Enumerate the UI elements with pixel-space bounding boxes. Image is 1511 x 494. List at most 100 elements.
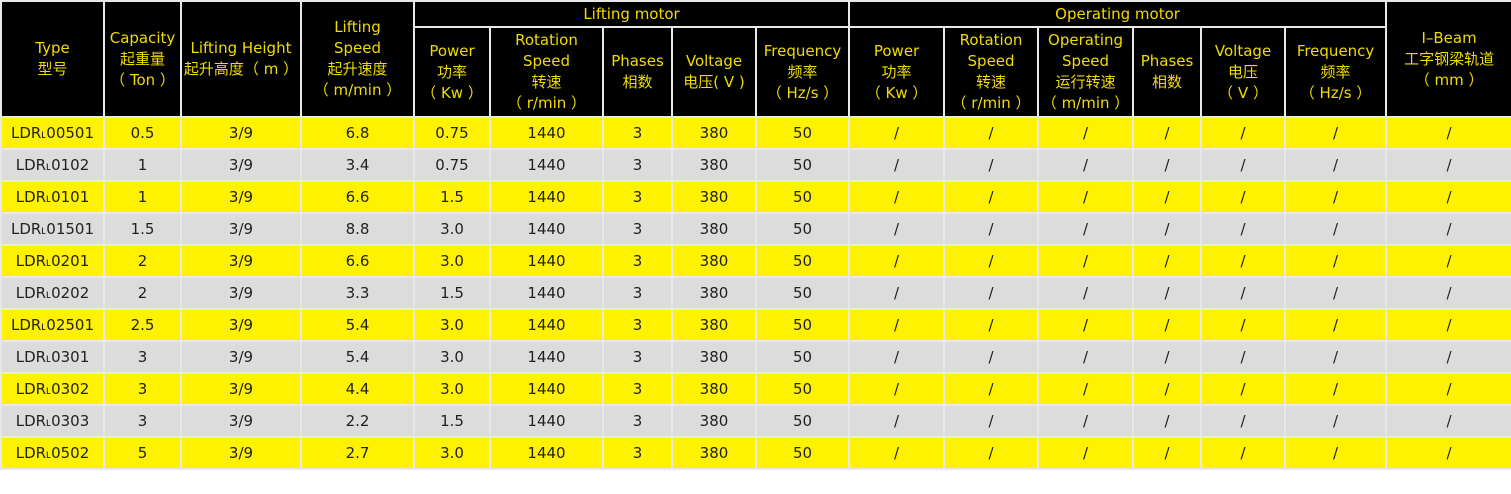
table-cell: / — [1037, 276, 1135, 310]
table-cell: / — [1284, 372, 1388, 406]
table-cell: / — [848, 244, 946, 278]
table-cell: / — [1200, 180, 1287, 214]
table-cell: 1440 — [489, 244, 604, 278]
header-operating-motor-col: Operating Speed 运行转速 （ m/min ） — [1037, 26, 1135, 118]
header-line: 相数 — [1152, 73, 1183, 91]
table-cell: / — [1200, 148, 1287, 182]
table-cell: / — [1037, 116, 1135, 150]
table-cell: / — [1284, 308, 1388, 342]
table-cell: 2.2 — [300, 404, 415, 438]
table-cell: 1440 — [489, 212, 604, 246]
header-line: 起升高度（ m ） — [183, 60, 299, 78]
table-cell: 3/9 — [180, 276, 302, 310]
table-cell: 50 — [754, 148, 851, 182]
header-line: （ Ton ） — [110, 70, 175, 89]
table-cell: / — [1200, 372, 1287, 406]
table-cell: / — [848, 116, 946, 150]
table-cell: / — [1200, 116, 1287, 150]
model-cell: LDR˪0102 — [0, 148, 105, 182]
table-cell: 1 — [103, 180, 182, 214]
table-cell: / — [1385, 436, 1511, 470]
table-cell: 4.4 — [300, 372, 415, 406]
table-cell: 50 — [754, 404, 851, 438]
table-cell: / — [848, 148, 946, 182]
header-line: （ mm ） — [1414, 70, 1484, 89]
table-cell: / — [1200, 276, 1287, 310]
table-row: LDR˪0102 1 3/9 3.4 0.75 1440 3 380 50// / / / / / — [0, 148, 1511, 182]
header-line: Frequency — [1296, 41, 1375, 60]
table-cell: 1.5 — [413, 276, 491, 310]
table-cell: / — [848, 308, 946, 342]
table-cell: 5.4 — [300, 340, 415, 374]
header-line: I–Beam — [1421, 28, 1477, 47]
table-cell: 50 — [754, 244, 851, 278]
table-cell: 50 — [754, 340, 851, 374]
table-cell: / — [1132, 308, 1203, 342]
table-cell: / — [1385, 308, 1511, 342]
header-lifting-motor-col: Power 功率 （ Kw ） — [413, 26, 491, 118]
header-line: 转速 — [531, 73, 562, 91]
table-cell: 6.6 — [300, 180, 415, 214]
header-line: 功率 — [881, 62, 912, 81]
header-line: Power — [429, 41, 475, 60]
table-cell: 3/9 — [180, 212, 302, 246]
table-cell: / — [1132, 340, 1203, 374]
header-lifting-motor-col: Rotation Speed 转速 （ r/min ） — [489, 26, 604, 118]
table-cell: / — [1385, 116, 1511, 150]
table-cell: 1 — [103, 148, 182, 182]
header-line: Speed — [967, 52, 1015, 70]
header-operating-motor-col: Phases 相数 — [1132, 26, 1203, 118]
table-cell: 3/9 — [180, 404, 302, 438]
table-cell: 1440 — [489, 340, 604, 374]
table-cell: / — [1037, 436, 1135, 470]
table-cell: / — [848, 180, 946, 214]
table-cell: 0.75 — [413, 148, 491, 182]
table-cell: 1.5 — [413, 180, 491, 214]
header-line: （ Hz/s ） — [1299, 83, 1372, 102]
header-operating-motor-col: Voltage 电压 （ V ） — [1200, 26, 1287, 118]
table-cell: / — [1385, 180, 1511, 214]
table-cell: / — [1132, 436, 1203, 470]
table-cell: / — [1284, 212, 1388, 246]
header-line: 电压( V ) — [683, 73, 745, 91]
table-cell: / — [848, 276, 946, 310]
header-line: 起升速度 — [327, 60, 388, 78]
header-line: （ r/min ） — [506, 94, 587, 112]
table-cell: / — [1037, 244, 1135, 278]
header-line: （ m/min ） — [1041, 94, 1130, 112]
table-cell: 0.5 — [103, 116, 182, 150]
table-cell: / — [848, 436, 946, 470]
table-cell: 5.4 — [300, 308, 415, 342]
table-cell: 380 — [671, 372, 757, 406]
table-cell: 50 — [754, 180, 851, 214]
table-cell: / — [1037, 212, 1135, 246]
table-cell: 1.5 — [413, 404, 491, 438]
table-cell: / — [1037, 372, 1135, 406]
table-cell: 3/9 — [180, 340, 302, 374]
table-row: LDR˪0303 3 3/9 2.2 1.5 1440 3 380 50// / / / / / — [0, 404, 1511, 438]
table-cell: 3/9 — [180, 116, 302, 150]
table-body: LDR˪00501 0.5 3/9 6.8 0.75 1440 3 380 50// / / / / / L… — [0, 116, 1511, 470]
table-cell: 3 — [602, 308, 673, 342]
table-cell: 3.0 — [413, 308, 491, 342]
table-cell: 2 — [103, 244, 182, 278]
table-cell: / — [1385, 276, 1511, 310]
table-cell: / — [943, 116, 1040, 150]
table-row: LDR˪0202 2 3/9 3.3 1.5 1440 3 380 50// / / / / / — [0, 276, 1511, 310]
header-line: （ Kw ） — [421, 83, 483, 102]
header-line: Power — [873, 41, 920, 60]
table-cell: 3 — [602, 340, 673, 374]
table-cell: 3 — [602, 276, 673, 310]
header-line: Lifting Height — [190, 39, 292, 57]
table-cell: 1.5 — [103, 212, 182, 246]
header-line: Speed — [333, 39, 382, 57]
table-cell: 380 — [671, 436, 757, 470]
header-line: 运行转速 — [1055, 73, 1116, 91]
model-cell: LDR˪0303 — [0, 404, 105, 438]
table-cell: / — [1284, 276, 1388, 310]
table-cell: 3/9 — [180, 244, 302, 278]
table-cell: 5 — [103, 436, 182, 470]
table-row: LDR˪0302 3 3/9 4.4 3.0 1440 3 380 50// / / / / / — [0, 372, 1511, 406]
table-cell: 50 — [754, 116, 851, 150]
table-cell: / — [1284, 436, 1388, 470]
